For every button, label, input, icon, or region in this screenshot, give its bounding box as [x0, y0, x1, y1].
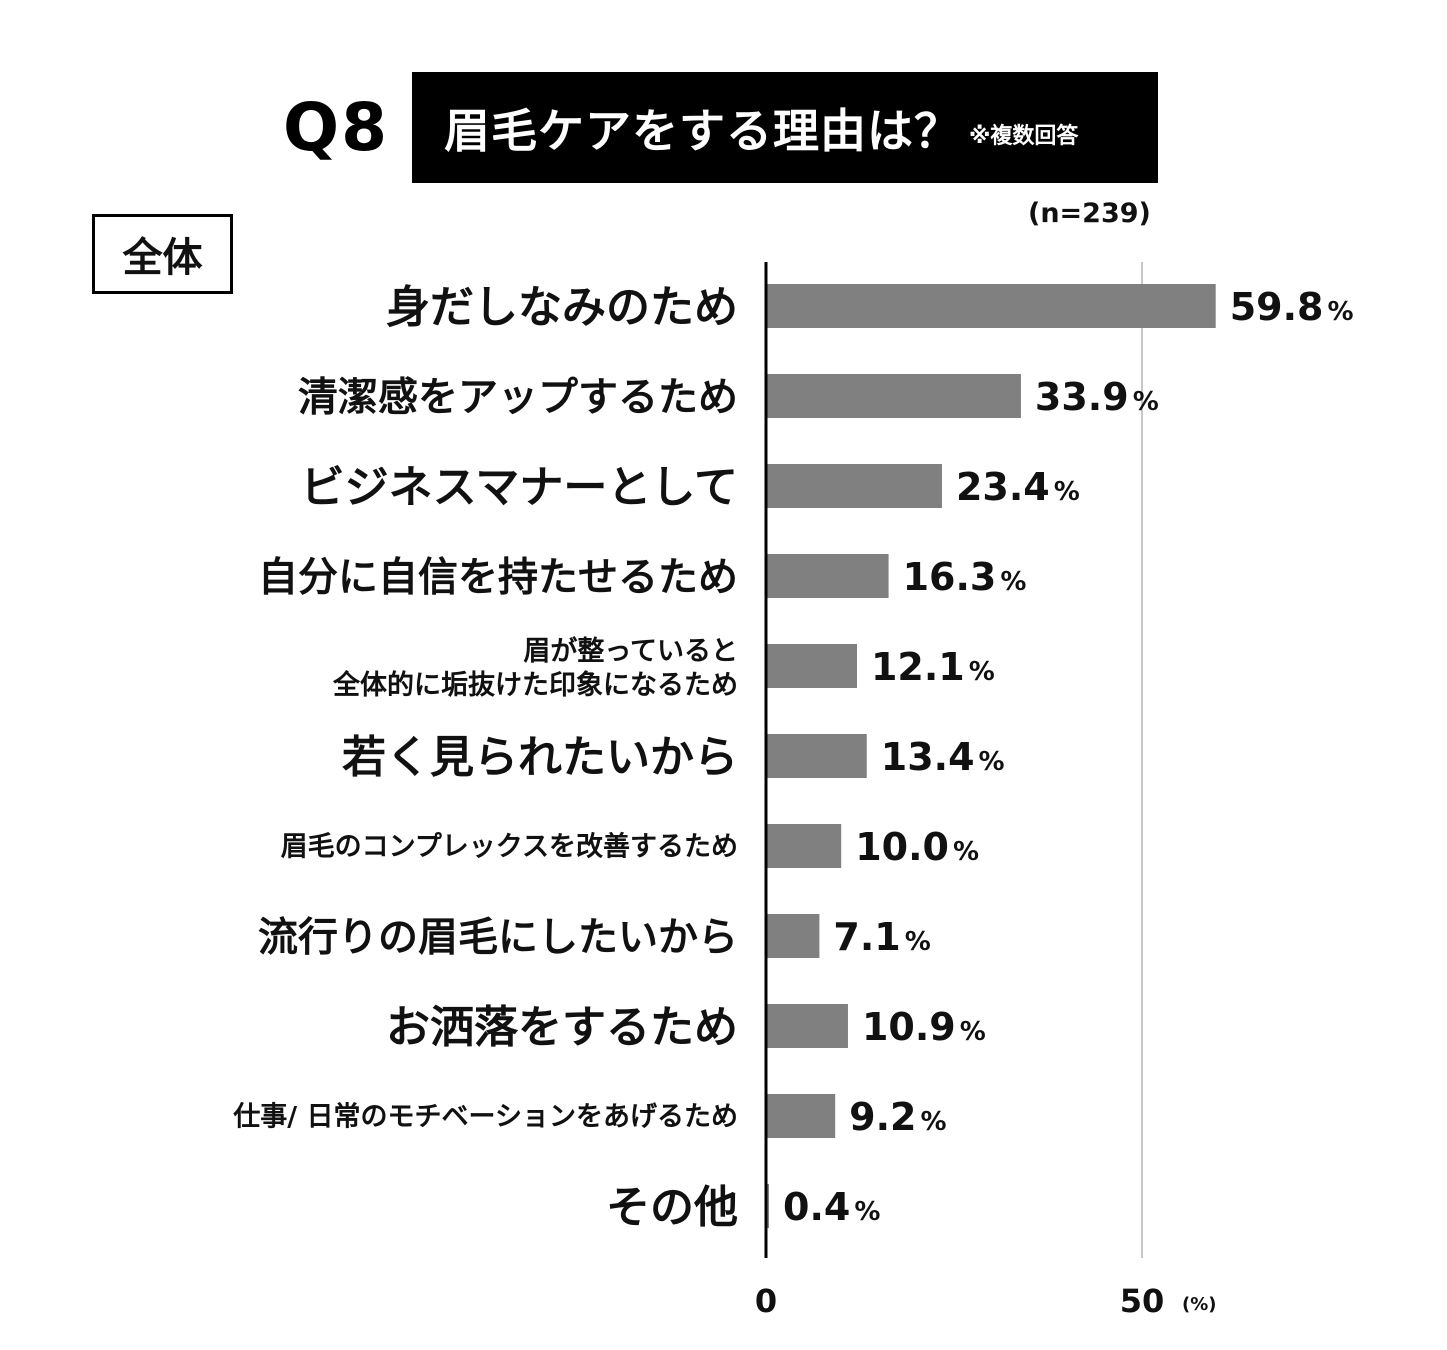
bar [766, 464, 942, 508]
value-label: 9.2% [849, 1095, 946, 1139]
x-tick-label: 50 [1120, 1282, 1165, 1320]
category-label: 自分に自信を持たせるため [258, 554, 738, 600]
category-label: その他 [606, 1182, 738, 1233]
bar [766, 284, 1216, 328]
value-label: 23.4% [956, 465, 1080, 509]
x-tick-label: 0 [755, 1282, 777, 1320]
multiple-answer-note: ※複数回答 [969, 123, 1079, 149]
value-label: 7.1% [833, 915, 930, 959]
value-label: 10.9% [862, 1005, 986, 1049]
percent-sign: % [905, 927, 931, 957]
value-label: 12.1% [871, 645, 995, 689]
bar [766, 1004, 848, 1048]
value-label: 16.3% [903, 555, 1027, 599]
percent-sign: % [953, 837, 979, 867]
percent-sign: % [1133, 387, 1159, 417]
category-label: 眉毛のコンプレックスを改善するため [281, 831, 738, 863]
percent-sign: % [969, 657, 995, 687]
category-label: 眉が整っていると全体的に垢抜けた印象になるため [332, 635, 738, 701]
value-label: 59.8% [1230, 285, 1354, 329]
question-number: Q8 [283, 89, 390, 166]
value-label: 13.4% [881, 735, 1005, 779]
bar [766, 1094, 836, 1138]
sample-size: (n=239) [1028, 198, 1151, 229]
percent-sign: % [854, 1197, 880, 1227]
percent-sign: % [1000, 567, 1026, 597]
chart-title: 眉毛ケアをする理由は？ [444, 103, 961, 158]
percent-sign: % [960, 1017, 986, 1047]
bar [766, 914, 820, 958]
category-label: 身だしなみのため [386, 282, 738, 333]
percent-sign: % [1327, 297, 1353, 327]
title-banner: 眉毛ケアをする理由は？ ※複数回答 [412, 72, 1158, 183]
category-label: ビジネスマナーとして [301, 462, 738, 513]
category-label: 若く見られたいから [342, 732, 738, 783]
bar [766, 554, 889, 598]
bar [766, 1184, 770, 1228]
bar [766, 734, 867, 778]
bar [766, 644, 857, 688]
value-label: 33.9% [1035, 375, 1159, 419]
value-label: 0.4% [783, 1185, 880, 1229]
category-label: 清潔感をアップするため [298, 374, 738, 420]
group-label: 全体 [92, 214, 233, 294]
category-label: 流行りの眉毛にしたいから [258, 914, 738, 960]
percent-sign: % [979, 747, 1005, 777]
value-label: 10.0% [855, 825, 979, 869]
category-label-line: 眉が整っていると [523, 635, 738, 667]
category-label: お洒落をするため [386, 1002, 738, 1053]
category-label-line: 全体的に垢抜けた印象になるため [332, 669, 738, 701]
percent-sign: % [1054, 477, 1080, 507]
percent-sign: % [921, 1107, 947, 1137]
category-label: 仕事/ 日常のモチベーションをあげるため [232, 1102, 738, 1133]
bar [766, 374, 1021, 418]
bar [766, 824, 842, 868]
x-axis-unit: (%) [1182, 1294, 1217, 1315]
